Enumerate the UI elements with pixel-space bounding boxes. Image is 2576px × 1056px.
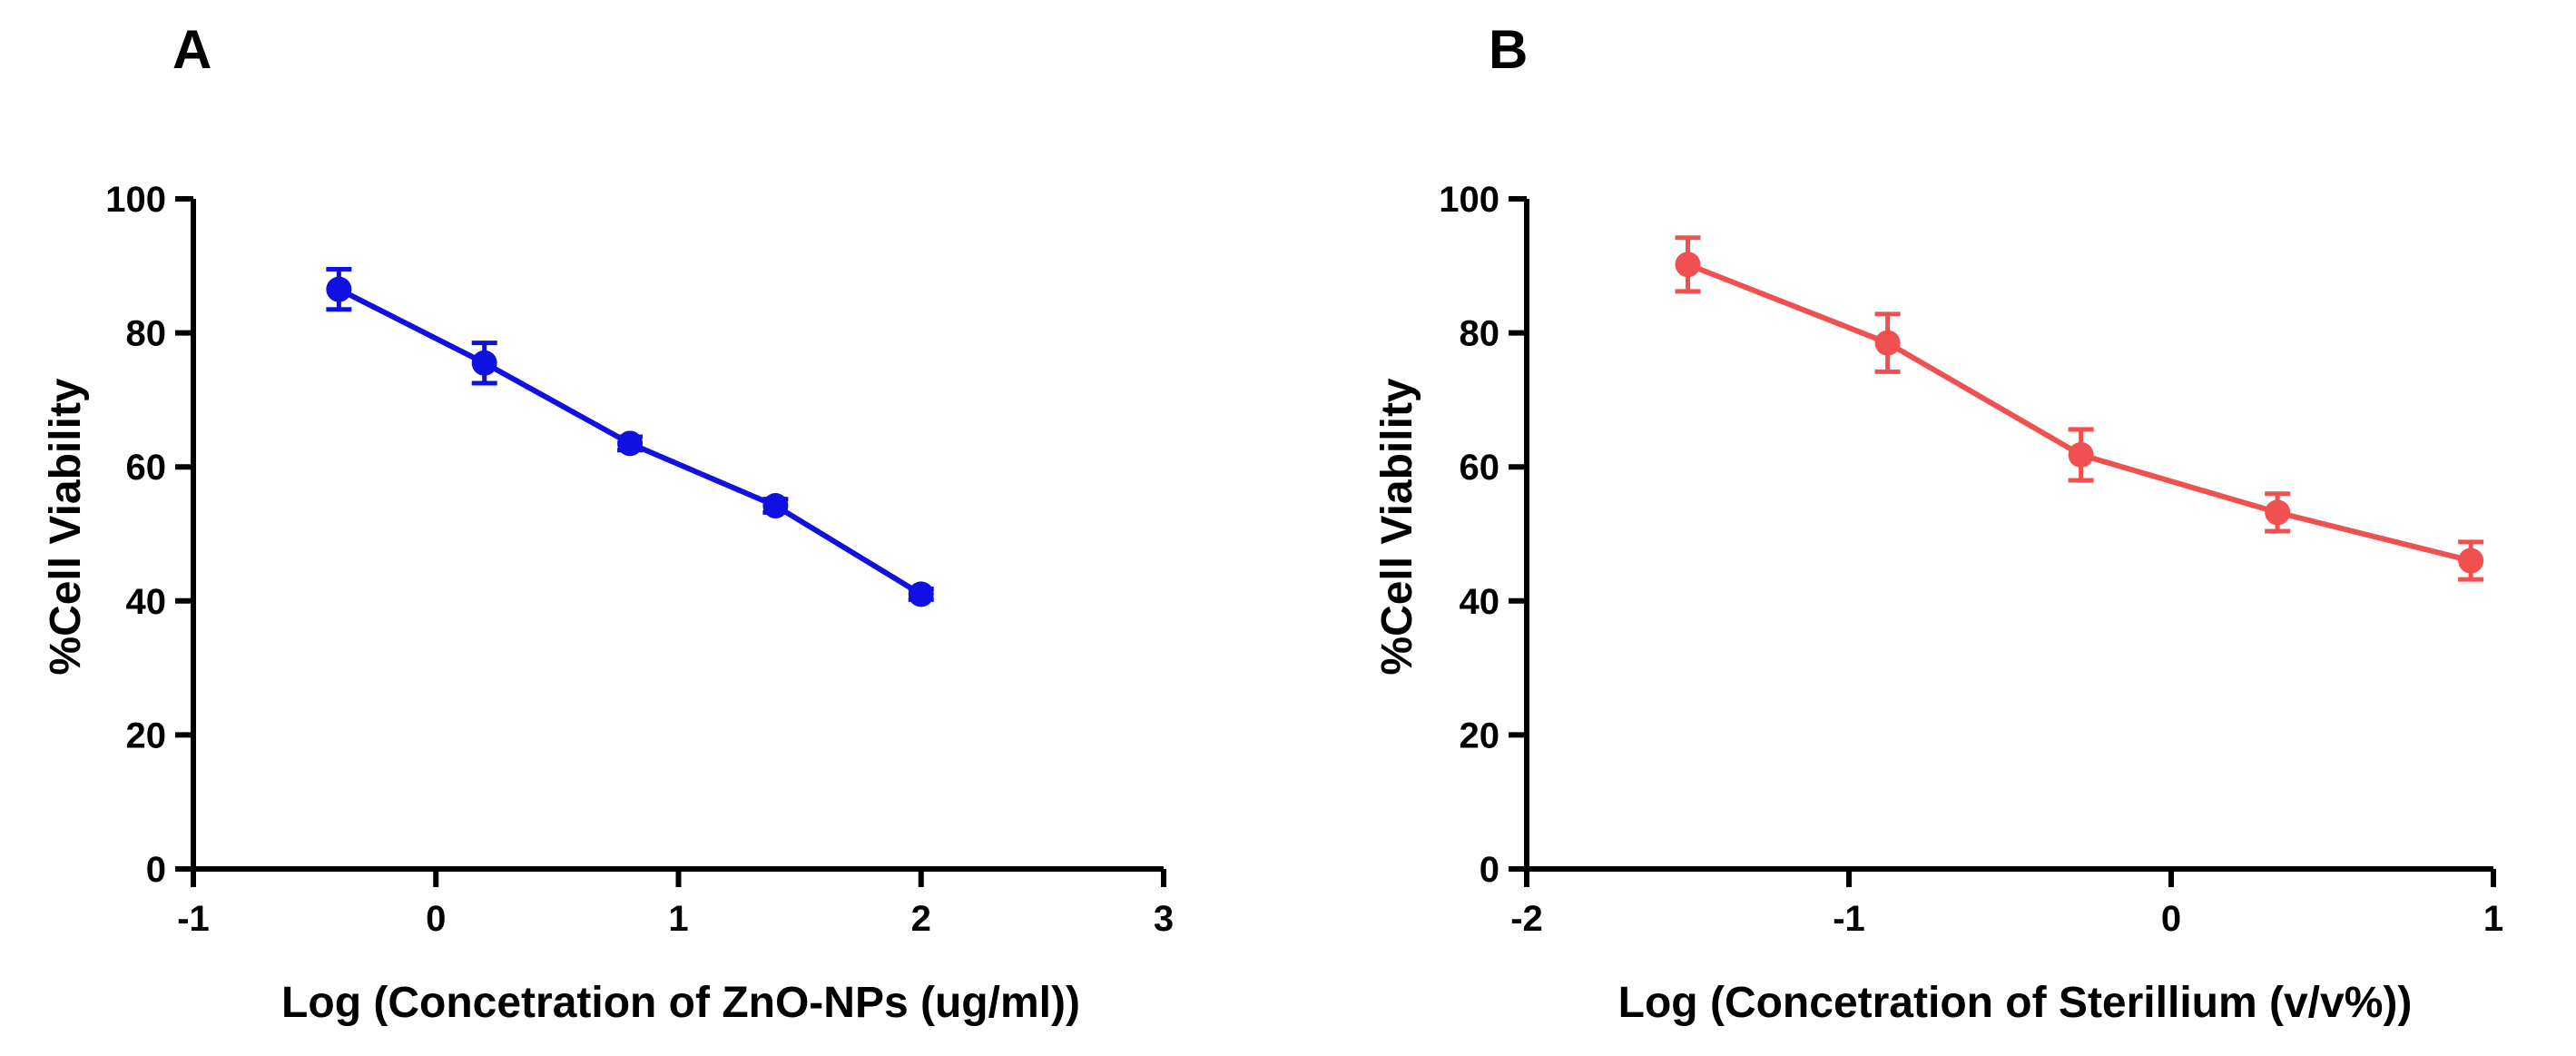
panel-a-label: A	[172, 19, 211, 80]
panel-a-plot-area: 0 20 40 60 80 100 -1 0 1 2 3	[105, 180, 1174, 939]
panel-a-data-point	[471, 350, 497, 376]
panel-a-data-point	[617, 430, 644, 457]
panel-a-y-tick-label: 20	[126, 716, 167, 755]
panel-a-y-tick-label: 80	[126, 314, 167, 354]
panel-b-plot-area: 0 20 40 60 80 100 -2 -1 0 1	[1439, 180, 2503, 939]
panel-b-y-axis-title: %Cell Viability	[1373, 378, 1421, 676]
panel-a: A Log (Concetration of ZnO-NPs (ug/ml)) …	[42, 19, 1174, 1027]
panel-b-y-tick-label: 40	[1460, 582, 1500, 622]
panel-b-data-point	[2068, 441, 2094, 468]
panel-a-data-point	[762, 493, 789, 519]
panel-b-x-tick-label: 0	[2161, 899, 2181, 939]
panel-a-y-tick-label: 100	[105, 180, 166, 220]
panel-a-y-tick-label: 40	[126, 582, 167, 622]
panel-b-y-tick-label: 100	[1439, 180, 1499, 220]
panel-b-series-line	[1686, 262, 2472, 564]
panel-a-x-axis-title: Log (Concetration of ZnO-NPs (ug/ml))	[281, 979, 1080, 1027]
panel-b-x-tick-label: -2	[1510, 899, 1543, 939]
panel-b-y-tick-label: 80	[1460, 314, 1500, 354]
panel-b-y-tick-label: 60	[1460, 448, 1500, 488]
panel-b-data-point	[2458, 548, 2484, 574]
panel-b-data-point	[1874, 330, 1901, 356]
panel-b-x-tick-label: 1	[2483, 899, 2503, 939]
panel-a-x-tick-label: 3	[1154, 899, 1174, 939]
panel-a-x-tick-label: 1	[668, 899, 688, 939]
panel-a-y-axis-title: %Cell Viability	[42, 378, 90, 676]
panel-a-x-tick-label: 2	[911, 899, 931, 939]
panel-a-y-tick-label: 60	[126, 448, 167, 488]
panel-b-y-tick-label: 20	[1460, 716, 1500, 755]
panel-a-data-point	[326, 276, 352, 302]
panel-b-data-point	[2265, 499, 2291, 526]
panel-b-x-axis-title: Log (Concetration of Sterillium (v/v%))	[1618, 979, 2413, 1027]
panel-b-y-tick-label: 0	[1480, 850, 1499, 890]
panel-a-x-tick-label: -1	[177, 899, 210, 939]
panel-b-label: B	[1489, 19, 1528, 80]
panel-b-data-point	[1675, 252, 1701, 278]
panel-a-data-point	[908, 581, 934, 607]
panel-b: B Log (Concetration of Sterillium (v/v%)…	[1373, 19, 2503, 1027]
panel-a-y-tick-label: 0	[146, 850, 166, 890]
panel-b-x-tick-label: -1	[1833, 899, 1865, 939]
panel-a-x-tick-label: 0	[426, 899, 446, 939]
